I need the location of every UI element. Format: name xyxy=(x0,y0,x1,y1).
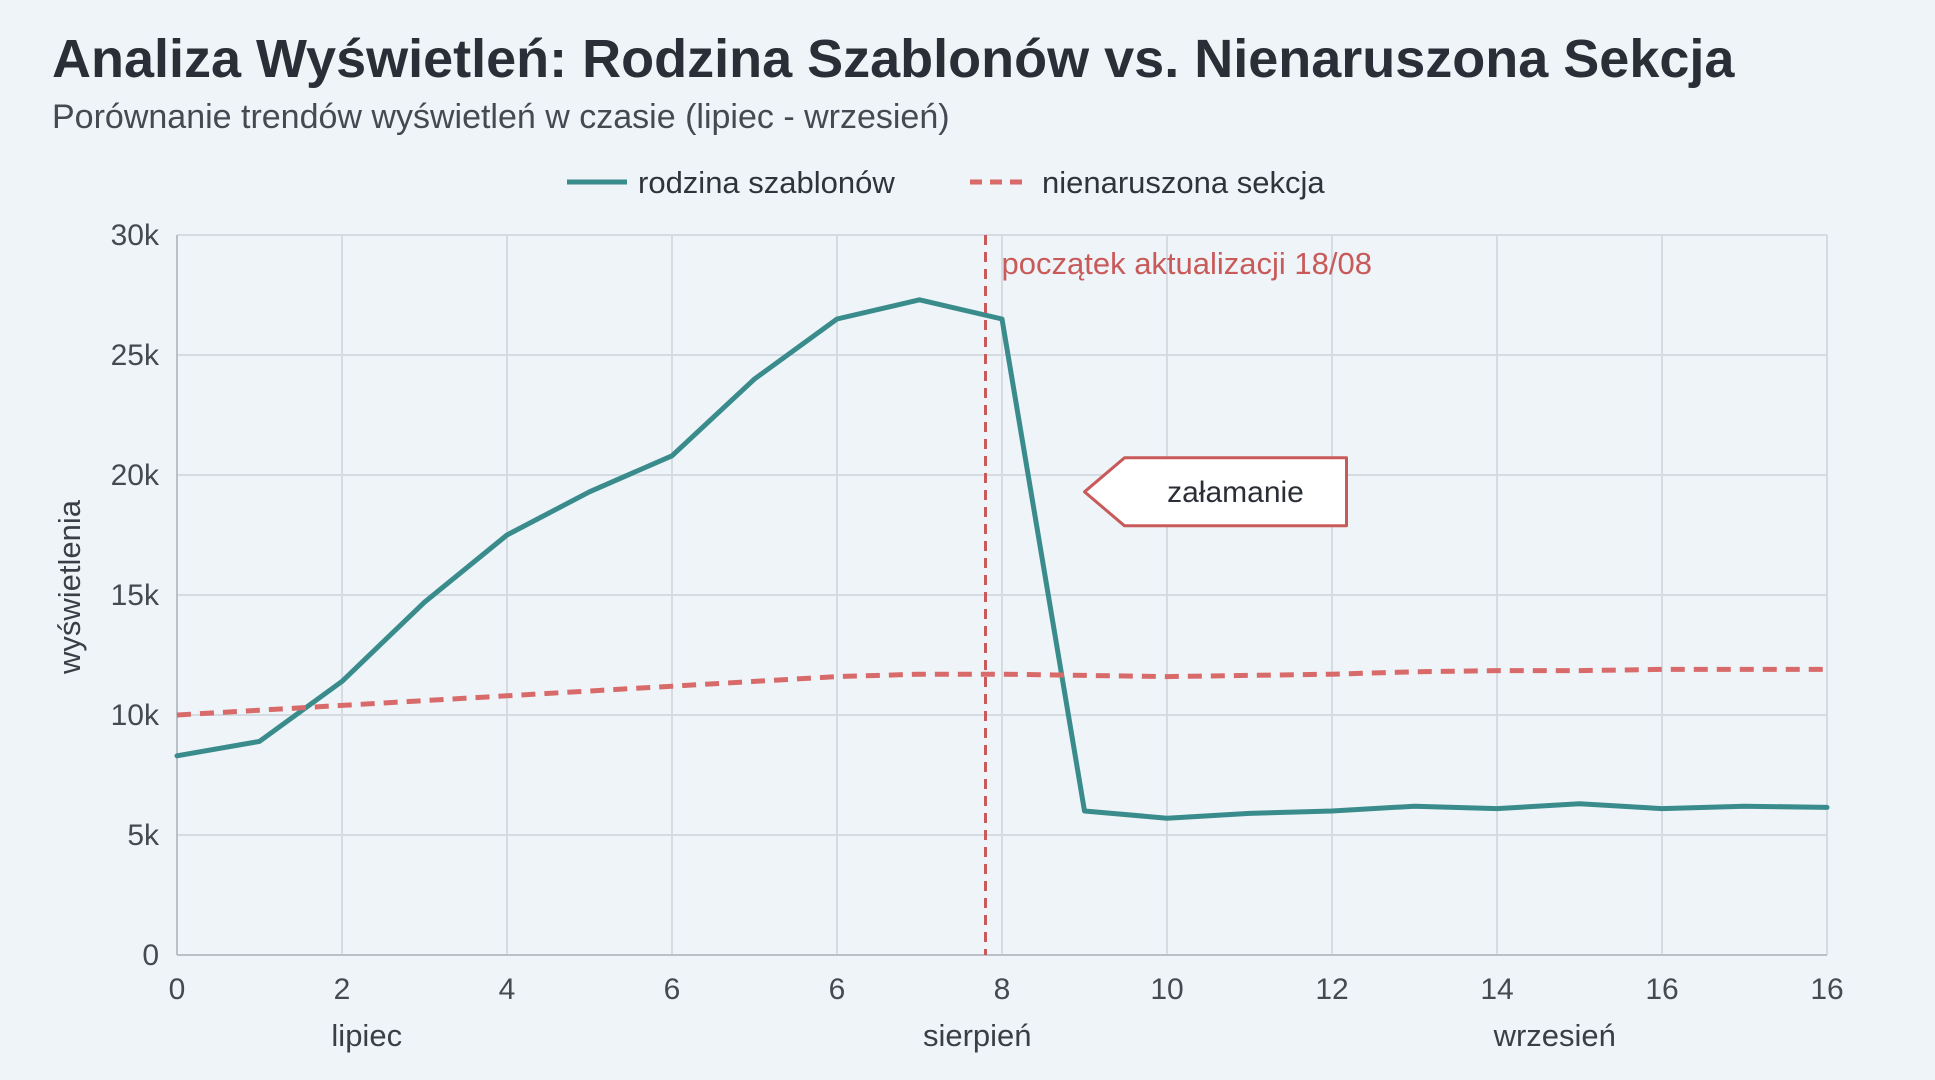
x-tick-label: 2 xyxy=(334,973,351,1006)
month-labels: lipiec sierpień wrzesień xyxy=(331,1018,1615,1053)
x-tick-label: 0 xyxy=(169,973,186,1006)
update-start-label: początek aktualizacji 18/08 xyxy=(1002,246,1373,281)
y-tick-labels: 0 5k 10k 15k 20k 25k 30k xyxy=(111,219,160,972)
y-tick-label: 30k xyxy=(111,219,160,252)
x-tick-label: 8 xyxy=(994,973,1011,1006)
month-label: wrzesień xyxy=(1493,1018,1616,1053)
x-tick-label: 14 xyxy=(1480,973,1513,1006)
x-tick-label: 6 xyxy=(829,973,846,1006)
y-tick-label: 0 xyxy=(142,939,159,972)
y-tick-label: 25k xyxy=(111,339,160,372)
y-tick-label: 5k xyxy=(127,819,160,852)
y-axis-title: wyświetlenia xyxy=(52,499,87,675)
callout-label: załamanie xyxy=(1167,476,1304,509)
grid xyxy=(176,234,1828,956)
x-tick-label: 10 xyxy=(1150,973,1183,1006)
callout-box xyxy=(1083,456,1348,528)
y-tick-label: 10k xyxy=(111,699,160,732)
y-tick-label: 15k xyxy=(111,579,160,612)
chart-title: Analiza Wyświetleń: Rodzina Szablonów vs… xyxy=(52,29,1735,89)
chart-subtitle: Porównanie trendów wyświetleń w czasie (… xyxy=(52,98,950,136)
x-tick-label: 16 xyxy=(1645,973,1678,1006)
legend: rodzina szablonów nienaruszona sekcja xyxy=(567,165,1325,200)
series-lines xyxy=(174,297,1830,821)
x-tick-labels: 0 2 4 6 6 8 10 12 14 16 16 xyxy=(169,973,1844,1006)
annotations: początek aktualizacji 18/08 załamanie xyxy=(984,235,1373,955)
series-line-1 xyxy=(174,297,1830,821)
y-tick-label: 20k xyxy=(111,459,160,492)
legend-label-series-1: rodzina szablonów xyxy=(638,165,895,200)
x-tick-label: 16 xyxy=(1810,973,1843,1006)
legend-label-series-2: nienaruszona sekcja xyxy=(1042,165,1325,200)
month-label: sierpień xyxy=(923,1018,1032,1053)
x-tick-label: 12 xyxy=(1315,973,1348,1006)
month-label: lipiec xyxy=(331,1018,402,1053)
x-tick-label: 4 xyxy=(499,973,516,1006)
x-tick-label: 6 xyxy=(664,973,681,1006)
